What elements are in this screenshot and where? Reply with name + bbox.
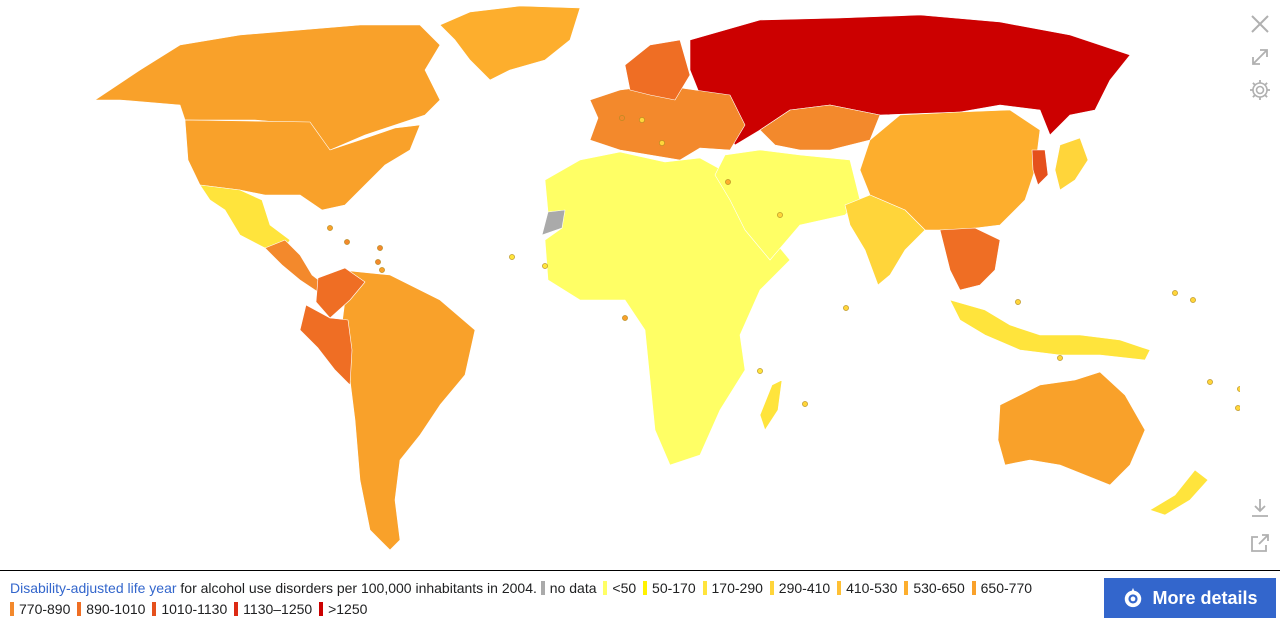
more-details-label: More details <box>1152 587 1258 608</box>
small-country-marker[interactable] <box>375 259 381 265</box>
region-western-sahara[interactable] <box>541 209 566 236</box>
legend-label: 290-410 <box>778 580 831 596</box>
small-country-marker[interactable] <box>1207 379 1213 385</box>
small-country-marker[interactable] <box>542 263 548 269</box>
small-country-marker[interactable] <box>1172 290 1178 296</box>
region-new-zealand[interactable] <box>1149 469 1209 516</box>
small-country-marker[interactable] <box>379 267 385 273</box>
legend-swatch <box>540 581 545 595</box>
legend-label: 890-1010 <box>86 601 146 617</box>
legend-item: 290-410 <box>769 578 831 599</box>
legend-item: 410-530 <box>837 578 897 599</box>
legend-swatch <box>769 581 774 595</box>
legend-label: >1250 <box>328 601 368 617</box>
legend-swatch <box>10 602 14 616</box>
region-indonesia[interactable] <box>949 299 1151 361</box>
region-madagascar[interactable] <box>759 379 783 431</box>
region-south-america[interactable] <box>339 269 476 551</box>
legend-label: 410-530 <box>846 580 898 596</box>
map-caption: Disability-adjusted life year for alcoho… <box>10 578 1090 620</box>
legend-label: <50 <box>612 580 637 596</box>
small-country-marker[interactable] <box>1015 299 1021 305</box>
gear-icon[interactable] <box>1248 78 1272 102</box>
region-australia[interactable] <box>997 371 1146 486</box>
small-country-marker[interactable] <box>327 225 333 231</box>
small-country-marker[interactable] <box>619 115 625 121</box>
legend-item: 530-650 <box>904 578 965 599</box>
download-icon[interactable] <box>1248 496 1272 520</box>
region-scandinavia[interactable] <box>624 39 691 101</box>
close-icon[interactable] <box>1248 12 1272 36</box>
legend-label: 50-170 <box>652 580 696 596</box>
legend-swatch <box>904 581 909 595</box>
region-africa[interactable] <box>544 151 791 466</box>
wikimedia-icon <box>1125 587 1142 608</box>
small-country-marker[interactable] <box>344 239 350 245</box>
legend-item: 890-1010 <box>77 599 145 620</box>
small-country-marker[interactable] <box>659 140 665 146</box>
small-country-marker[interactable] <box>725 179 731 185</box>
legend-swatch <box>152 602 157 616</box>
region-colombia[interactable] <box>315 267 366 319</box>
legend-item: 170-290 <box>702 578 763 599</box>
region-central-america[interactable] <box>264 239 326 293</box>
legend-label: 650-770 <box>980 580 1033 596</box>
small-country-marker[interactable] <box>1057 355 1063 361</box>
legend-swatch <box>603 581 608 595</box>
share-icon[interactable] <box>1248 531 1272 555</box>
legend-label: 770-890 <box>19 601 71 617</box>
small-country-marker[interactable] <box>1190 297 1196 303</box>
legend-swatch <box>702 581 707 595</box>
more-details-button[interactable]: More details <box>1104 578 1276 618</box>
region-japan[interactable] <box>1054 137 1089 191</box>
legend-label: 1130–1250 <box>243 601 313 617</box>
legend: no data <50 50-170 170-290 290-410 410-5… <box>10 580 1035 617</box>
region-middle-east[interactable] <box>714 149 861 261</box>
small-country-marker[interactable] <box>509 254 515 260</box>
daly-link[interactable]: Disability-adjusted life year <box>10 580 177 596</box>
small-country-marker[interactable] <box>1235 405 1240 411</box>
legend-item: <50 <box>603 578 636 599</box>
expand-icon[interactable] <box>1248 45 1272 69</box>
legend-swatch <box>319 602 324 616</box>
region-southeast-asia[interactable] <box>939 227 1001 291</box>
legend-label: 170-290 <box>711 580 763 596</box>
region-peru-ecuador[interactable] <box>299 304 353 386</box>
legend-swatch <box>837 581 842 595</box>
legend-item: no data <box>540 578 597 599</box>
region-greenland[interactable] <box>439 5 581 81</box>
legend-item: >1250 <box>319 599 367 620</box>
small-country-marker[interactable] <box>377 245 383 251</box>
legend-label: no data <box>549 580 597 596</box>
legend-item: 50-170 <box>643 578 696 599</box>
legend-item: 1130–1250 <box>234 599 312 620</box>
small-country-marker[interactable] <box>622 315 628 321</box>
legend-item: 770-890 <box>10 599 70 620</box>
legend-label: 1010-1130 <box>161 601 228 617</box>
region-india[interactable] <box>844 194 926 286</box>
small-country-marker[interactable] <box>843 305 849 311</box>
legend-swatch <box>971 581 976 595</box>
legend-item: 650-770 <box>971 578 1033 599</box>
legend-swatch <box>77 602 82 616</box>
caption-divider <box>0 570 1280 571</box>
legend-swatch <box>643 581 648 595</box>
legend-item: 1010-1130 <box>152 599 227 620</box>
world-map[interactable] <box>0 0 1240 570</box>
small-country-marker[interactable] <box>802 401 808 407</box>
legend-label: 530-650 <box>913 580 965 596</box>
small-country-marker[interactable] <box>757 368 763 374</box>
small-country-marker[interactable] <box>777 212 783 218</box>
small-country-marker[interactable] <box>639 117 645 123</box>
region-korea[interactable] <box>1031 149 1049 186</box>
small-country-marker[interactable] <box>1237 386 1240 392</box>
caption-text: for alcohol use disorders per 100,000 in… <box>180 580 537 596</box>
legend-swatch <box>234 602 239 616</box>
